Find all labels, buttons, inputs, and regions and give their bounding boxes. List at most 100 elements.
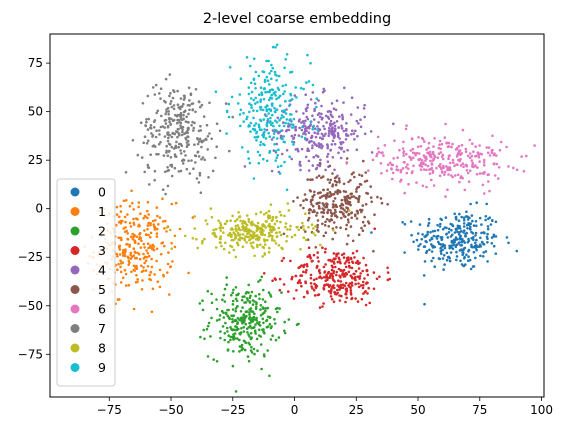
data-point-9 [295, 96, 298, 99]
data-point-9 [269, 108, 273, 111]
data-point-2 [265, 318, 269, 322]
data-point-3 [306, 265, 309, 268]
data-point-6 [427, 146, 430, 150]
data-point-4 [392, 122, 395, 126]
data-point-7 [159, 87, 163, 90]
data-point-1 [152, 245, 156, 248]
data-point-0 [472, 224, 476, 227]
data-point-3 [331, 276, 334, 280]
data-point-0 [457, 241, 461, 245]
data-point-0 [482, 242, 485, 246]
data-point-3 [317, 260, 320, 263]
data-point-8 [272, 227, 276, 230]
data-point-7 [190, 159, 193, 162]
data-point-8 [247, 220, 251, 223]
data-point-0 [468, 258, 472, 262]
data-point-3 [262, 272, 266, 275]
data-point-5 [326, 192, 329, 196]
data-point-0 [449, 251, 453, 254]
data-point-1 [139, 212, 142, 215]
data-point-4 [346, 148, 349, 152]
data-point-2 [280, 291, 283, 294]
data-point-1 [149, 278, 152, 282]
data-point-9 [278, 94, 282, 98]
data-point-2 [241, 322, 244, 325]
data-point-0 [410, 233, 413, 237]
data-point-7 [192, 129, 195, 132]
data-point-0 [455, 255, 459, 258]
data-point-4 [327, 117, 331, 120]
data-point-5 [326, 178, 330, 181]
data-point-2 [250, 345, 253, 349]
data-point-9 [257, 123, 261, 127]
data-point-6 [383, 144, 387, 147]
data-point-9 [254, 122, 258, 125]
data-point-3 [386, 271, 390, 274]
data-point-7 [180, 133, 184, 137]
data-point-4 [333, 129, 337, 133]
data-point-4 [332, 136, 336, 139]
data-point-6 [488, 154, 492, 157]
data-point-7 [178, 120, 181, 124]
data-point-9 [240, 146, 244, 149]
data-point-5 [331, 237, 335, 241]
data-point-3 [359, 284, 363, 287]
data-point-3 [316, 293, 320, 297]
data-point-8 [251, 222, 255, 226]
data-point-8 [232, 248, 236, 252]
data-point-3 [332, 269, 336, 273]
data-point-8 [283, 214, 286, 218]
data-point-6 [520, 155, 523, 158]
data-point-6 [395, 165, 399, 168]
data-point-1 [119, 281, 123, 284]
data-point-5 [345, 223, 349, 227]
data-point-6 [400, 178, 403, 182]
data-point-3 [312, 288, 316, 292]
data-point-8 [279, 220, 282, 224]
data-point-8 [261, 224, 265, 228]
data-point-1 [164, 219, 167, 223]
data-point-9 [265, 75, 269, 79]
data-point-9 [259, 86, 263, 89]
data-point-0 [436, 234, 440, 238]
data-point-0 [487, 217, 490, 221]
data-point-5 [358, 173, 361, 177]
data-point-8 [289, 224, 292, 228]
data-point-4 [334, 127, 337, 131]
data-point-2 [258, 321, 261, 324]
data-point-2 [243, 340, 246, 343]
data-point-5 [340, 216, 343, 220]
data-point-9 [277, 96, 280, 99]
data-point-8 [287, 209, 291, 212]
data-point-4 [313, 131, 317, 134]
data-point-4 [318, 136, 322, 139]
data-point-9 [256, 100, 259, 104]
data-point-0 [463, 229, 466, 232]
data-point-4 [319, 158, 322, 162]
data-point-4 [333, 124, 337, 128]
data-point-6 [498, 148, 502, 152]
data-point-1 [148, 273, 151, 277]
data-point-4 [337, 151, 340, 155]
data-point-1 [155, 206, 159, 209]
data-point-7 [177, 145, 180, 149]
data-point-2 [243, 319, 246, 323]
data-point-8 [242, 219, 245, 223]
data-point-6 [452, 161, 455, 164]
data-point-3 [307, 246, 311, 249]
data-point-5 [338, 190, 342, 194]
data-point-1 [118, 253, 122, 256]
data-point-1 [142, 217, 145, 220]
data-point-9 [259, 108, 263, 111]
data-point-2 [227, 334, 230, 338]
data-point-5 [340, 198, 344, 202]
data-point-7 [218, 129, 222, 133]
data-point-3 [290, 277, 294, 281]
data-point-6 [407, 167, 410, 171]
data-point-5 [345, 206, 348, 209]
data-point-6 [466, 171, 470, 175]
data-point-6 [379, 162, 383, 165]
data-point-0 [460, 215, 464, 219]
data-point-2 [253, 352, 256, 356]
data-point-2 [249, 307, 253, 310]
